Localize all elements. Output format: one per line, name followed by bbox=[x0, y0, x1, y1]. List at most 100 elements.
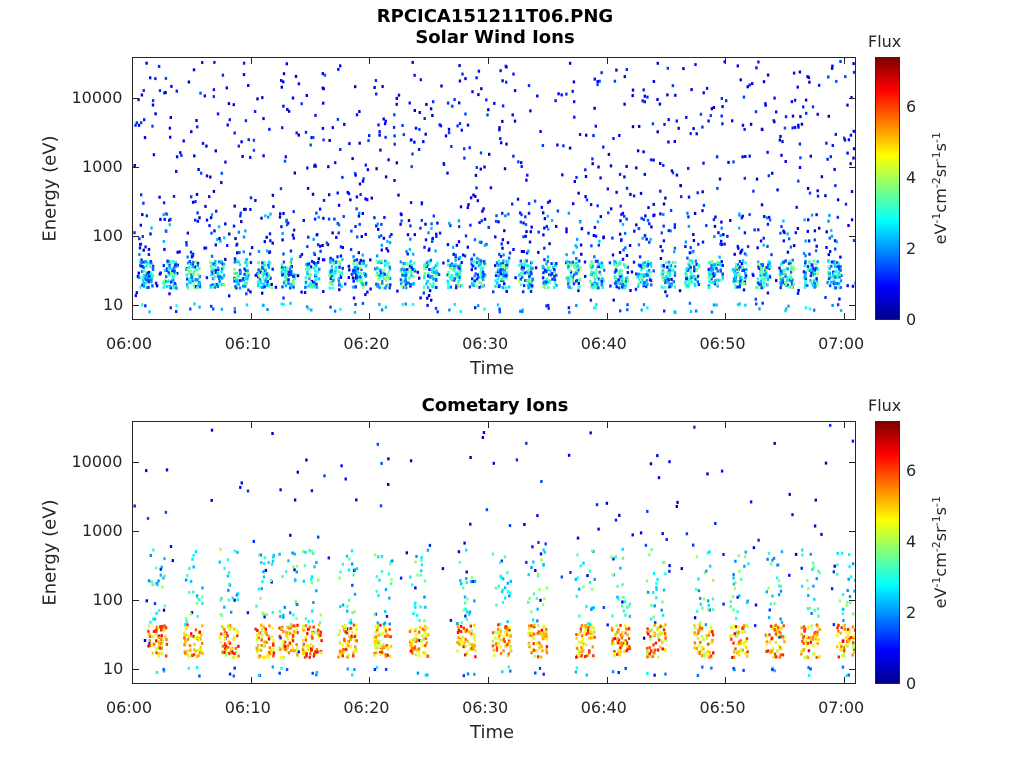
burst-cell bbox=[686, 262, 690, 266]
burst-cell bbox=[262, 644, 265, 648]
burst-cell bbox=[779, 653, 782, 657]
burst-cell bbox=[416, 638, 419, 642]
burst-tail-cell bbox=[648, 222, 651, 226]
burst-cell bbox=[218, 283, 221, 287]
noise-cell bbox=[596, 204, 599, 208]
burst-cell bbox=[245, 277, 249, 281]
burst-tail-cell bbox=[149, 620, 152, 624]
burst-tail-cell bbox=[227, 588, 230, 592]
burst-cell bbox=[189, 278, 192, 282]
burst-cell bbox=[544, 259, 548, 263]
burst-tail-cell bbox=[304, 617, 308, 621]
noise-cell bbox=[396, 289, 399, 293]
burst-tail-cell bbox=[184, 578, 188, 582]
burst-cell bbox=[768, 275, 772, 279]
noise-cell bbox=[649, 158, 653, 162]
burst-cell bbox=[159, 625, 162, 629]
burst-tail-cell bbox=[847, 577, 850, 581]
burst-cell bbox=[806, 641, 809, 645]
noise-cell bbox=[670, 277, 673, 281]
burst-cell bbox=[314, 652, 318, 656]
low-energy-cell bbox=[813, 308, 816, 312]
burst-cell bbox=[503, 266, 506, 270]
low-energy-cell bbox=[521, 310, 524, 314]
burst-cell bbox=[399, 278, 403, 282]
burst-cell bbox=[840, 626, 843, 630]
burst-tail-cell bbox=[351, 611, 354, 615]
low-energy-cell bbox=[509, 669, 512, 673]
burst-cell bbox=[272, 654, 275, 658]
burst-cell bbox=[523, 260, 526, 264]
noise-cell bbox=[646, 95, 649, 99]
burst-cell bbox=[403, 271, 406, 275]
burst-cell bbox=[623, 639, 626, 642]
burst-tail-cell bbox=[412, 252, 415, 256]
low-energy-cell bbox=[424, 673, 427, 677]
burst-cell bbox=[553, 268, 556, 271]
burst-cell bbox=[314, 630, 317, 634]
noise-cell bbox=[292, 236, 295, 240]
burst-cell bbox=[292, 285, 295, 289]
noise-cell bbox=[643, 94, 646, 98]
burst-tail-cell bbox=[803, 218, 806, 222]
burst-tail-cell bbox=[465, 617, 469, 621]
burst-cell bbox=[597, 263, 600, 267]
burst-cell bbox=[761, 283, 765, 286]
burst-tail-cell bbox=[434, 249, 437, 253]
noise-cell bbox=[479, 151, 483, 155]
noise-cell bbox=[575, 175, 578, 179]
burst-cell bbox=[615, 630, 619, 634]
burst-cell bbox=[471, 644, 475, 648]
noise-cell bbox=[517, 160, 520, 164]
burst-tail-cell bbox=[772, 556, 776, 560]
burst-cell bbox=[386, 645, 390, 649]
burst-cell bbox=[567, 278, 570, 281]
x-tick-mark bbox=[606, 421, 608, 428]
burst-tail-cell bbox=[359, 258, 362, 262]
burst-tail-cell bbox=[336, 255, 339, 259]
noise-cell bbox=[304, 130, 308, 134]
burst-cell bbox=[286, 266, 289, 270]
burst-tail-cell bbox=[641, 236, 644, 240]
burst-tail-cell bbox=[524, 234, 527, 238]
burst-cell bbox=[637, 272, 640, 276]
burst-cell bbox=[198, 630, 201, 634]
burst-cell bbox=[643, 261, 647, 265]
burst-cell bbox=[352, 271, 355, 275]
burst-cell bbox=[733, 271, 736, 275]
burst-cell bbox=[267, 637, 271, 641]
burst-cell bbox=[812, 259, 815, 263]
burst-cell bbox=[427, 633, 430, 637]
burst-cell bbox=[646, 650, 649, 654]
burst-tail-cell bbox=[719, 234, 722, 238]
noise-cell bbox=[469, 196, 473, 200]
burst-cell bbox=[541, 634, 544, 638]
burst-cell bbox=[290, 642, 293, 646]
burst-tail-cell bbox=[628, 602, 632, 606]
x-tick-mark bbox=[844, 57, 846, 64]
burst-tail-cell bbox=[223, 605, 226, 609]
burst-tail-cell bbox=[457, 219, 461, 223]
burst-tail-cell bbox=[732, 582, 736, 586]
noise-cell bbox=[804, 98, 808, 102]
burst-cell bbox=[264, 268, 267, 272]
burst-cell bbox=[425, 282, 428, 286]
burst-cell bbox=[528, 631, 532, 635]
burst-cell bbox=[263, 644, 266, 648]
burst-cell bbox=[234, 646, 238, 650]
noise-cell bbox=[723, 242, 726, 246]
burst-cell bbox=[308, 267, 311, 271]
burst-cell bbox=[372, 636, 376, 640]
noise-cell bbox=[489, 186, 493, 190]
noise-cell bbox=[159, 271, 162, 275]
burst-tail-cell bbox=[378, 578, 381, 582]
burst-cell bbox=[814, 637, 817, 641]
burst-tail-cell bbox=[278, 609, 282, 613]
burst-cell bbox=[194, 628, 198, 632]
burst-tail-cell bbox=[735, 616, 738, 620]
burst-tail-cell bbox=[616, 584, 619, 588]
burst-cell bbox=[494, 630, 497, 634]
burst-cell bbox=[233, 260, 236, 264]
burst-tail-cell bbox=[473, 238, 477, 242]
burst-tail-cell bbox=[282, 615, 285, 619]
